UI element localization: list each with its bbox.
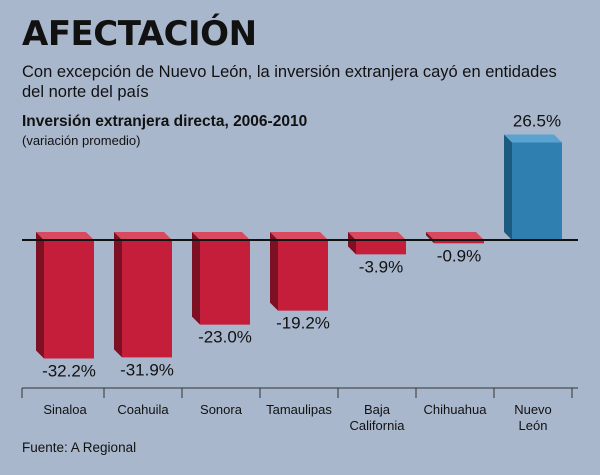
bar-side-face	[504, 134, 512, 240]
bar-side-face	[36, 232, 44, 359]
bar-front-face	[512, 142, 562, 240]
bar-top-face	[504, 134, 562, 143]
data-label: -32.2%	[42, 361, 96, 380]
bar-2	[114, 232, 172, 358]
source-note: Fuente: A Regional	[22, 440, 137, 455]
category-label: Nuevo	[514, 402, 552, 417]
category-label: California	[350, 418, 406, 433]
bar-top-face	[426, 232, 484, 240]
page-subtitle: Con excepción de Nuevo León, la inversió…	[22, 63, 557, 101]
category-label: Sinaloa	[43, 402, 87, 417]
bar-6	[426, 232, 484, 244]
data-label: -19.2%	[276, 314, 330, 333]
bar-top-face	[114, 232, 172, 240]
data-label: -3.9%	[359, 257, 403, 276]
bar-front-face	[434, 240, 484, 244]
bar-side-face	[192, 232, 200, 325]
bar-top-face	[36, 232, 94, 240]
data-label: 26.5%	[513, 111, 561, 130]
category-label: Coahuila	[117, 402, 169, 417]
bar-front-face	[278, 240, 328, 311]
chart-title: Inversión extranjera directa, 2006-2010	[22, 113, 308, 130]
category-label: Baja	[364, 402, 391, 417]
bar-side-face	[270, 232, 278, 311]
page-title: AFECTACIÓN	[22, 14, 257, 54]
bar-3	[192, 232, 250, 325]
category-label: León	[519, 418, 548, 433]
category-label: Sonora	[200, 402, 243, 417]
bar-top-face	[348, 232, 406, 240]
bar-1	[36, 232, 94, 359]
bar-front-face	[200, 240, 250, 325]
bar-side-face	[348, 232, 356, 255]
bar-4	[270, 232, 328, 311]
bar-side-face	[114, 232, 122, 358]
bar-top-face	[192, 232, 250, 240]
bar-7	[504, 134, 562, 240]
bar-front-face	[44, 240, 94, 359]
bar-front-face	[122, 240, 172, 358]
category-label: Chihuahua	[424, 402, 488, 417]
bar-top-face	[270, 232, 328, 240]
bar-front-face	[356, 240, 406, 255]
data-label: -23.0%	[198, 328, 252, 347]
category-label: Tamaulipas	[266, 402, 332, 417]
chart-subtitle: (variación promedio)	[22, 133, 141, 148]
data-label: -31.9%	[120, 360, 174, 379]
data-label: -0.9%	[437, 246, 481, 265]
bar-5	[348, 232, 406, 255]
